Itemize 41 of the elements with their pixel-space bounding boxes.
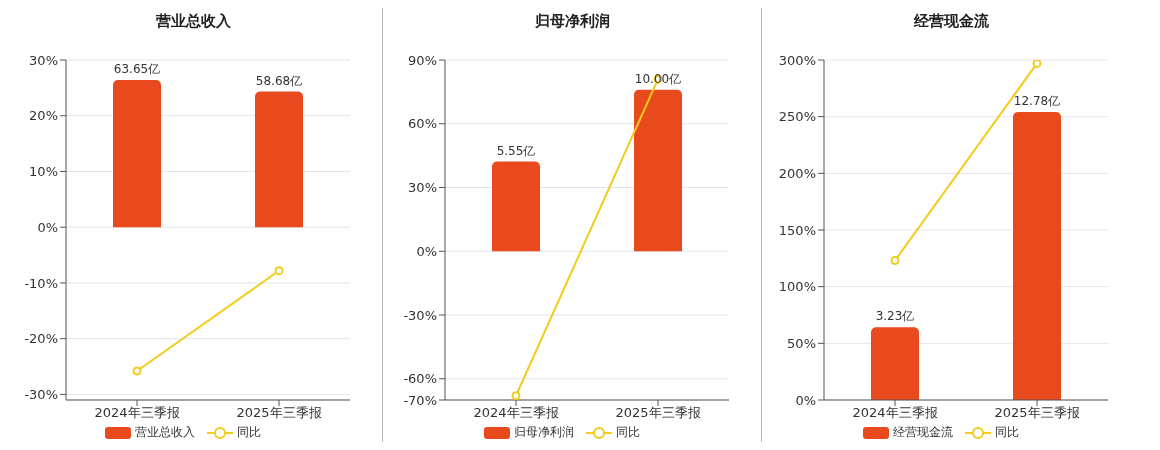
- y-tick-label: 250%: [778, 109, 816, 125]
- y-tick-label: -30%: [24, 387, 58, 403]
- y-tick-label: 0%: [416, 243, 437, 259]
- x-tick-label: 2024年三季报: [94, 405, 180, 421]
- x-tick-label: 2025年三季报: [236, 405, 322, 421]
- y-tick-label: 90%: [408, 52, 437, 68]
- y-tick-label: 300%: [778, 52, 816, 68]
- legend-label: 同比: [616, 424, 640, 441]
- y-tick-label: 30%: [29, 52, 58, 68]
- chart-title: 营业总收入: [154, 11, 232, 32]
- y-tick-label: -60%: [403, 371, 437, 387]
- y-tick-label: 30%: [408, 180, 437, 196]
- data-label: 12.78亿: [1013, 94, 1061, 109]
- x-tick-label: 2024年三季报: [852, 405, 938, 421]
- y-tick-label: 60%: [408, 116, 437, 132]
- y-tick-label: 0%: [795, 392, 816, 408]
- data-label: 5.55亿: [496, 143, 536, 158]
- y-tick-label: 100%: [778, 279, 816, 295]
- y-tick-label: -20%: [24, 331, 58, 347]
- legend-label: 经营现金流: [893, 424, 953, 441]
- y-tick-label: 50%: [787, 335, 816, 351]
- y-tick-label: 20%: [29, 108, 58, 124]
- y-tick-label: -10%: [24, 275, 58, 291]
- data-label: 3.23亿: [875, 309, 915, 324]
- x-tick-label: 2025年三季报: [615, 405, 701, 421]
- y-tick-label: 150%: [778, 222, 816, 238]
- x-tick-label: 2024年三季报: [473, 405, 559, 421]
- data-label: 63.65亿: [113, 62, 161, 77]
- legend-label: 同比: [995, 424, 1019, 441]
- chart-title: 经营现金流: [912, 11, 990, 32]
- y-tick-label: 200%: [778, 165, 816, 181]
- legend-label: 营业总收入: [135, 424, 195, 441]
- legend-label: 归母净利润: [514, 424, 574, 441]
- y-tick-label: -30%: [403, 307, 437, 323]
- y-tick-label: 10%: [29, 164, 58, 180]
- x-tick-label: 2025年三季报: [994, 405, 1080, 421]
- legend-label: 同比: [237, 424, 261, 441]
- y-tick-label: 0%: [37, 219, 58, 235]
- y-tick-label: -70%: [403, 392, 437, 408]
- chart-title: 归母净利润: [533, 11, 611, 32]
- data-label: 58.68亿: [255, 73, 303, 88]
